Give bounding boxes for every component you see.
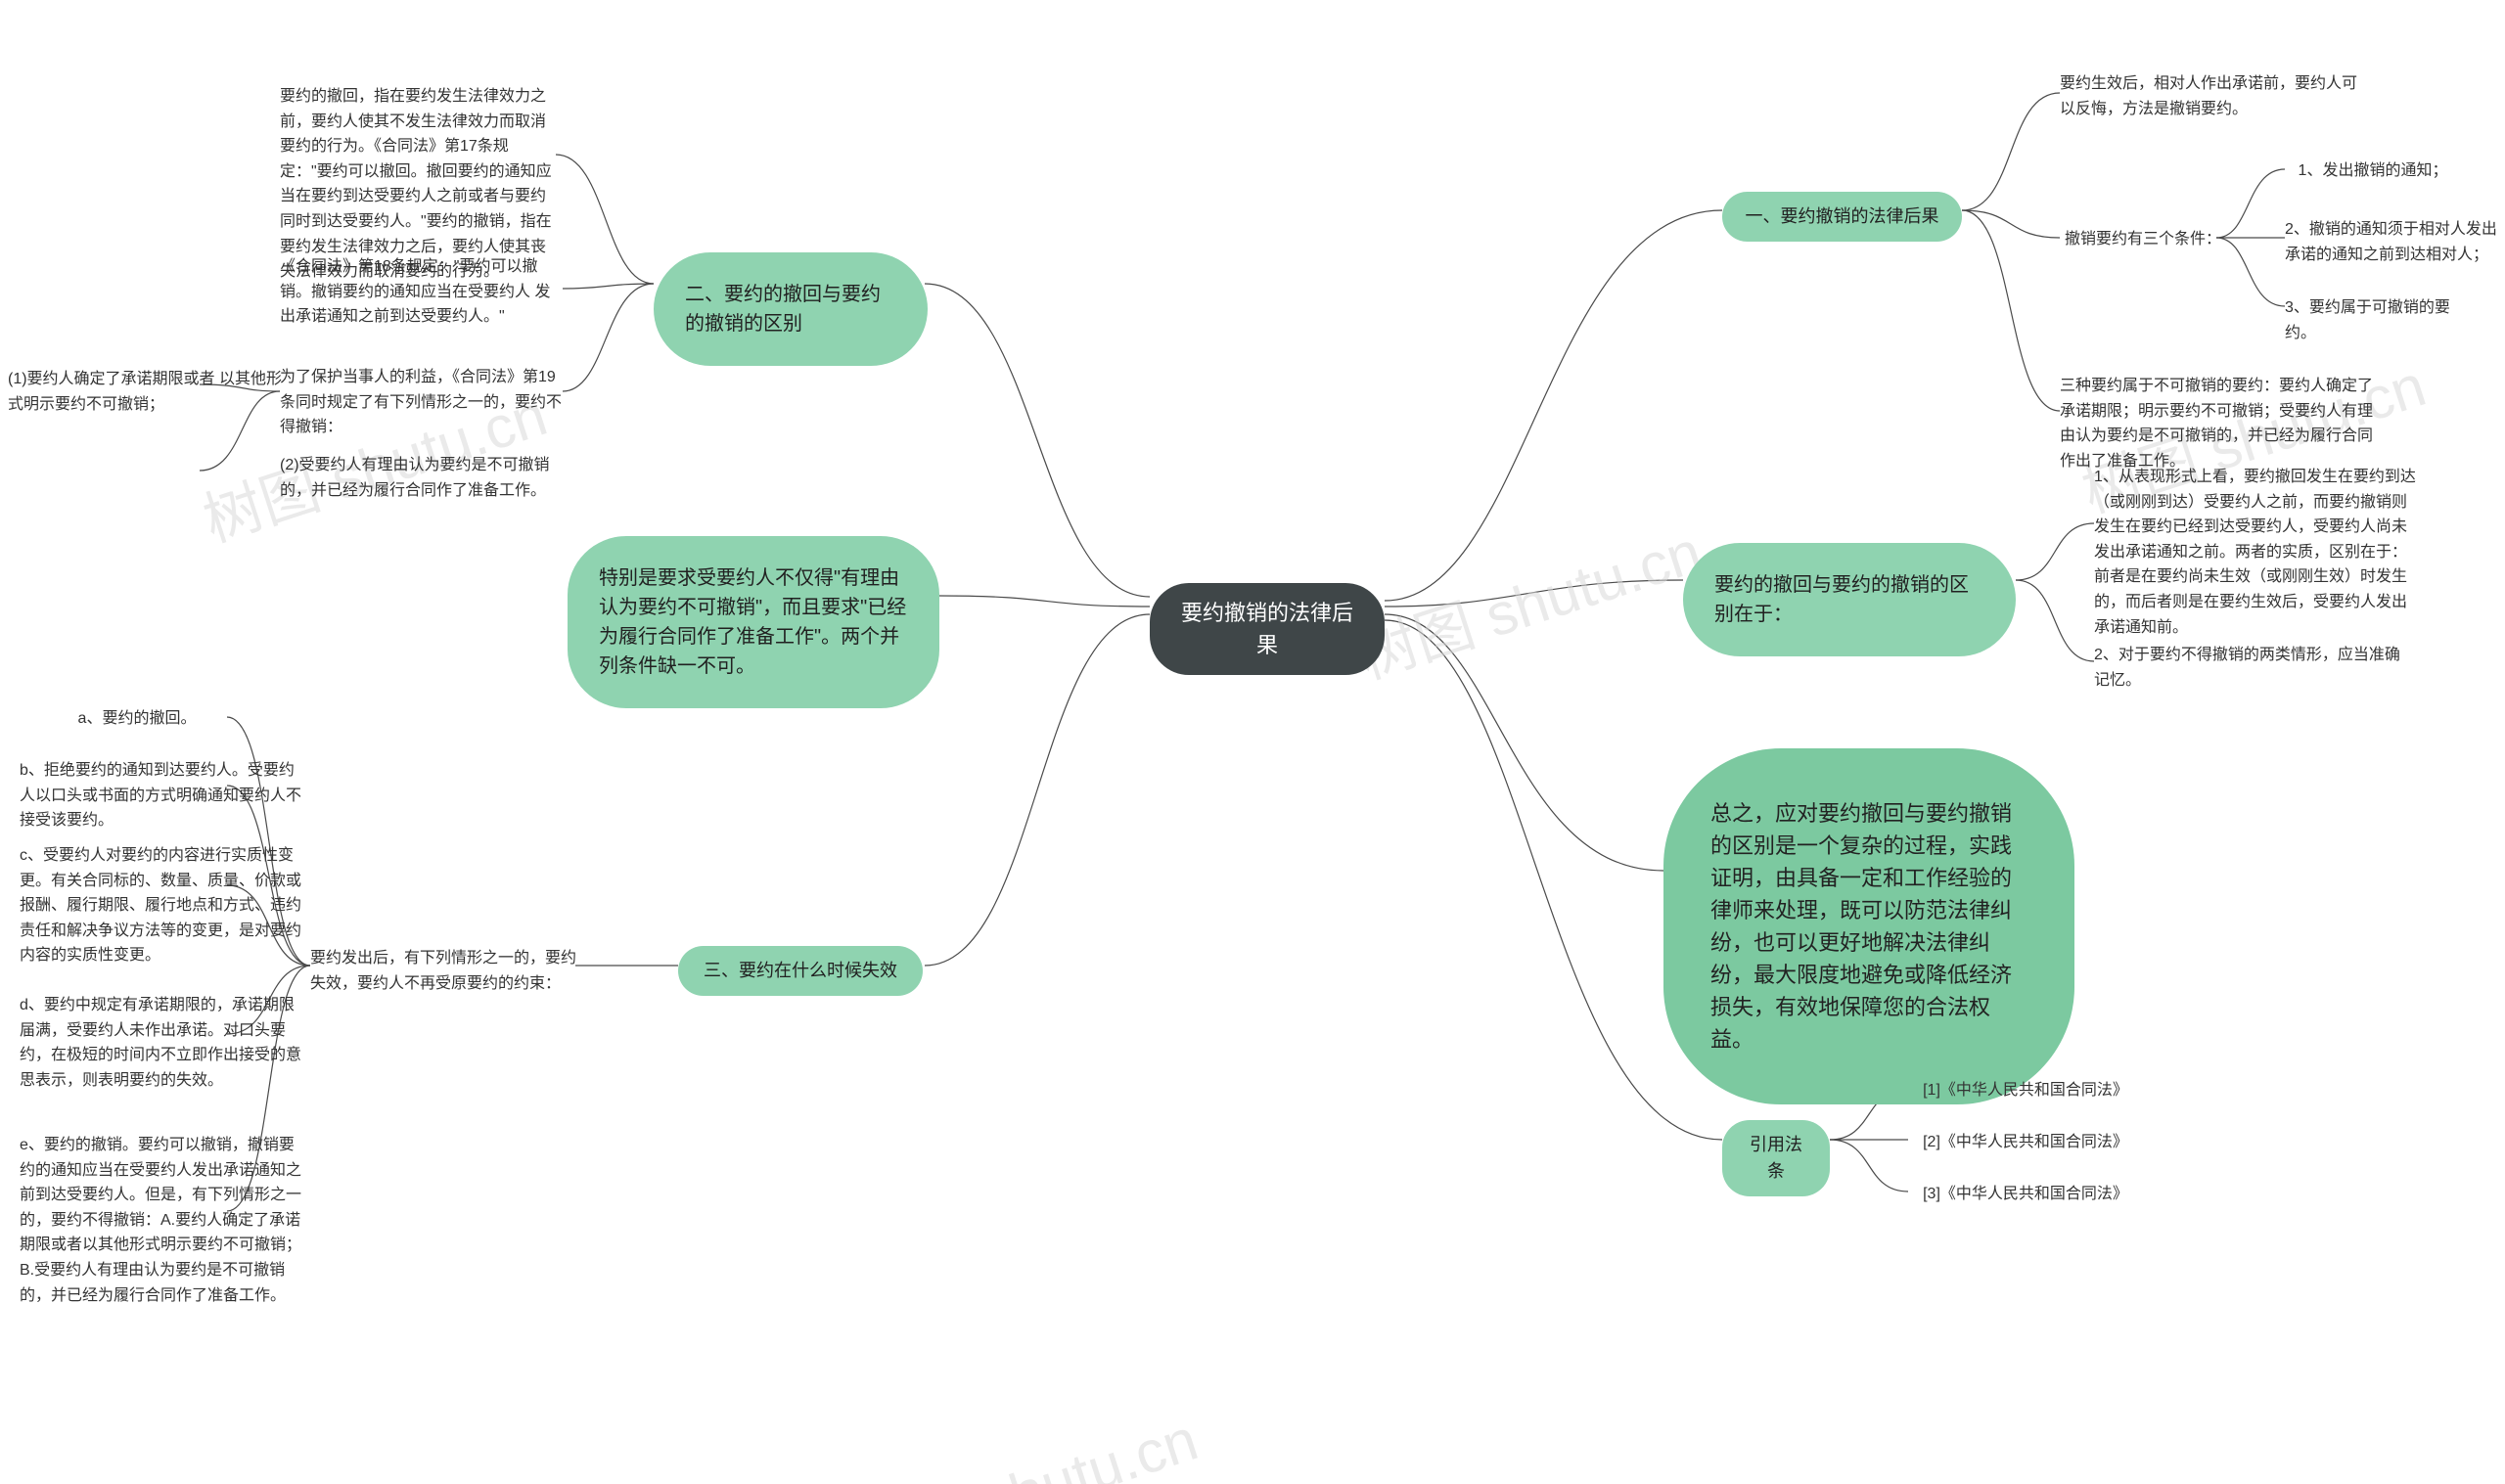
left-branch3-item-d: d、要约中规定有承诺期限的，承诺期限届满，受要约人未作出承诺。对口头要约，在极短…: [20, 993, 303, 1093]
right-branch1-child-b-3: 3、要约属于可撤销的要约。: [2285, 295, 2481, 345]
left-branch2-child-b: 《合同法》第18条规定："要约可以撤销。撤销要约的通知应当在受要约人 发出承诺通…: [280, 254, 564, 330]
left-branch3-item-b: b、拒绝要约的通知到达要约人。受要约人以口头或书面的方式明确通知要约人不接受该要…: [20, 758, 303, 833]
right-branch4-label: 引用法条: [1722, 1120, 1830, 1196]
right-branch1-child-b-label: 撤销要约有三个条件：: [2060, 227, 2226, 252]
right-branch2-child-1: 1、从表现形式上看，要约撤回发生在要约到达（或刚刚到达）受要约人之前，而要约撤销…: [2094, 465, 2417, 640]
right-branch4-item-2: [2]《中华人民共和国合同法》: [1908, 1130, 2143, 1155]
left-branch3-item-c: c、受要约人对要约的内容进行实质性变更。有关合同标的、数量、质量、价款或报酬、履…: [20, 843, 303, 968]
right-branch4-item-1: [1]《中华人民共和国合同法》: [1908, 1078, 2143, 1103]
left-branch3-item-a: a、要约的撤回。: [49, 706, 225, 732]
right-branch1-child-c: 三种要约属于不可撤销的要约：要约人确定了承诺期限；明示要约不可撤销；受要约人有理…: [2060, 374, 2373, 473]
left-branch2-child-c-label: 为了保护当事人的利益，《合同法》第19条同时规定了有下列情形之一的，要约不得撤销…: [280, 365, 564, 440]
left-branch2-child-c-1: (1)要约人确定了承诺期限或者 以其他形式明示要约不可撤销；: [8, 367, 292, 417]
right-branch1-label: 一、要约撤销的法律后果: [1722, 192, 1962, 242]
left-branch3-intermediate: 要约发出后，有下列情形之一的，要约失效，要约人不再受原要约的约束：: [310, 946, 579, 996]
right-branch2-child-2: 2、对于要约不得撤销的两类情形，应当准确记忆。: [2094, 643, 2407, 693]
right-branch3: 总之，应对要约撤回与要约撤销的区别是一个复杂的过程，实践证明，由具备一定和工作经…: [1663, 748, 2074, 1104]
right-branch1-child-b-1: 1、发出撤销的通知；: [2285, 158, 2461, 184]
left-branch2-label: 二、要约的撤回与要约的撤销的区别: [654, 252, 928, 366]
center-node: 要约撤销的法律后果: [1150, 583, 1385, 675]
left-branch3-label: 三、要约在什么时候失效: [678, 946, 923, 996]
left-special: 特别是要求受要约人不仅得"有理由认为要约不可撤销"，而且要求"已经为履行合同作了…: [568, 536, 939, 708]
left-branch3-item-e: e、要约的撤销。要约可以撤销，撤销要约的通知应当在受要约人发出承诺通知之前到达受…: [20, 1133, 303, 1308]
right-branch1-child-a: 要约生效后，相对人作出承诺前，要约人可以反悔，方法是撤销要约。: [2060, 71, 2363, 121]
left-branch2-child-c-2: (2)受要约人有理由认为要约是不可撤销的，并已经为履行合同作了准备工作。: [280, 453, 564, 503]
right-branch2-label: 要约的撤回与要约的撤销的区别在于：: [1683, 543, 2016, 656]
watermark-4: shutu.cn: [974, 1406, 1206, 1484]
watermark-2: 树图 shutu.cn: [1345, 505, 1710, 696]
right-branch1-child-b-2: 2、撤销的通知须于相对人发出承诺的通知之前到达相对人；: [2285, 217, 2500, 267]
right-branch4-item-3: [3]《中华人民共和国合同法》: [1908, 1182, 2143, 1207]
